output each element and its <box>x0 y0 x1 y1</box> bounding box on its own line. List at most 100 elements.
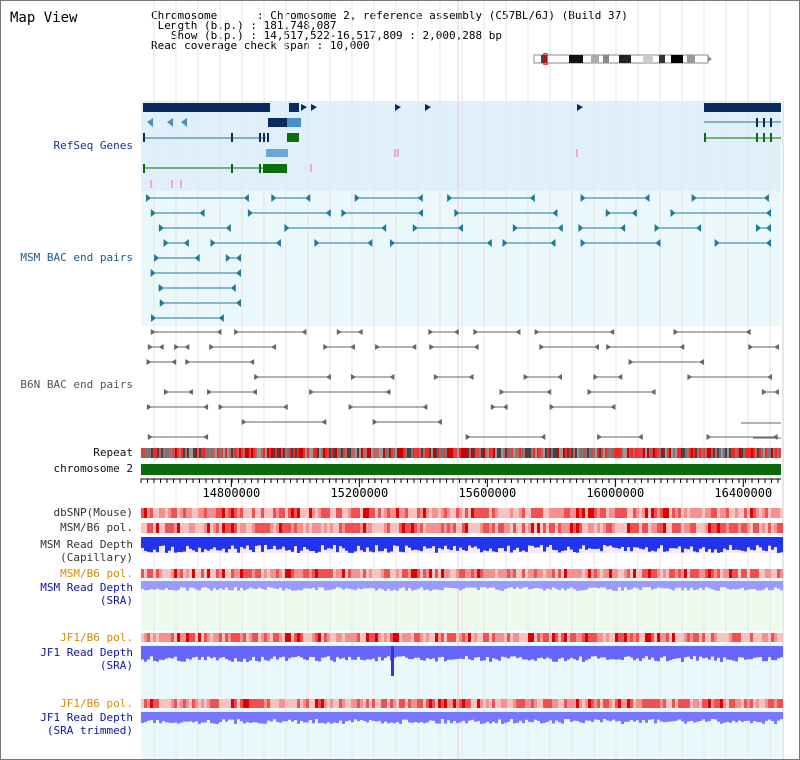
repeat-segment <box>655 448 657 458</box>
exon <box>259 133 261 142</box>
depth-bar <box>474 537 477 547</box>
depth-bar <box>753 537 756 551</box>
exon <box>231 164 233 173</box>
repeat-segment <box>461 448 463 458</box>
depth-bar <box>618 581 621 588</box>
depth-bar <box>147 581 150 591</box>
depth-bar <box>210 581 213 591</box>
pol-cell <box>192 633 195 642</box>
pol-cell <box>318 633 321 642</box>
depth-bar <box>315 537 318 553</box>
b6n-end-marker <box>523 374 529 380</box>
pol-cell <box>618 633 621 642</box>
pol-cell <box>735 569 738 578</box>
pol-cell <box>168 523 171 533</box>
gene-block <box>287 133 299 142</box>
depth-bar <box>543 646 546 660</box>
b6n-end-marker <box>184 344 190 350</box>
pol-cell <box>204 633 207 642</box>
pol-cell <box>624 569 627 578</box>
exon <box>259 164 261 173</box>
pol-cell <box>723 699 726 708</box>
pol-cell <box>456 699 459 708</box>
pol-cell <box>468 699 471 708</box>
depth-bar <box>462 581 465 589</box>
pol-cell <box>492 523 495 533</box>
depth-bar <box>231 581 234 591</box>
pol-cell <box>237 633 240 642</box>
b6n-end-marker <box>350 374 356 380</box>
depth-bar <box>156 581 159 589</box>
repeat-segment <box>535 448 537 458</box>
depth-bar <box>369 646 372 660</box>
pol-cell <box>180 523 183 533</box>
pol-cell <box>750 523 753 533</box>
pol-cell <box>309 699 312 708</box>
ideogram-band <box>671 55 683 63</box>
pol-cell <box>228 523 231 533</box>
dbsnp-cell <box>447 508 450 518</box>
depth-bar <box>558 537 561 553</box>
pol-cell <box>567 699 570 708</box>
track-label-chromosome: chromosome 2 <box>53 462 133 475</box>
pol-cell <box>435 699 438 708</box>
repeat-segment <box>649 448 651 458</box>
depth-bar <box>222 646 225 658</box>
depth-bar <box>663 646 666 657</box>
repeat-segment <box>747 448 749 458</box>
b6n-end-marker <box>587 389 593 395</box>
repeat-segment <box>533 448 535 458</box>
pol-cell <box>267 523 270 533</box>
dbsnp-cell <box>201 508 204 518</box>
pol-cell <box>417 569 420 578</box>
dbsnp-cell <box>585 508 588 518</box>
dbsnp-cell <box>297 508 300 518</box>
dbsnp-cell <box>183 508 186 518</box>
pol-cell <box>531 569 534 578</box>
depth-bar <box>369 537 372 552</box>
depth-bar <box>780 646 783 658</box>
pol-cell <box>252 633 255 642</box>
depth-bar <box>240 712 243 722</box>
pol-cell <box>477 569 480 578</box>
pol-cell <box>297 699 300 708</box>
pol-cell <box>675 633 678 642</box>
depth-bar <box>387 712 390 724</box>
depth-bar <box>513 537 516 550</box>
depth-bar <box>657 646 660 662</box>
pol-cell <box>366 699 369 708</box>
depth-bar <box>390 581 393 591</box>
depth-bar <box>564 581 567 591</box>
chromosome-ideogram[interactable] <box>531 53 713 65</box>
pol-cell <box>756 699 759 708</box>
repeat-segment <box>419 448 421 458</box>
depth-bar <box>300 712 303 721</box>
pol-cell <box>231 523 234 533</box>
bac-end-marker <box>691 194 697 202</box>
depth-bar <box>159 537 162 547</box>
depth-bar <box>348 712 351 721</box>
repeat-segment <box>463 448 465 458</box>
depth-bar <box>555 646 558 662</box>
depth-bar <box>447 712 450 721</box>
depth-bar <box>279 581 282 588</box>
repeat-segment <box>567 448 569 458</box>
pol-cell <box>588 569 591 578</box>
pol-cell <box>486 699 489 708</box>
repeat-segment <box>633 448 635 458</box>
pol-cell <box>231 699 234 708</box>
depth-bar <box>342 646 345 658</box>
dbsnp-cell <box>549 508 552 518</box>
pol-cell <box>558 633 561 642</box>
pol-cell <box>522 569 525 578</box>
pol-cell <box>594 523 597 533</box>
pol-cell <box>510 633 513 642</box>
depth-bar <box>630 581 633 590</box>
dbsnp-cell <box>657 508 660 518</box>
repeat-segment <box>227 448 229 458</box>
depth-bar <box>303 581 306 589</box>
pol-cell <box>564 569 567 578</box>
depth-bar <box>510 537 513 553</box>
depth-bar <box>633 537 636 548</box>
